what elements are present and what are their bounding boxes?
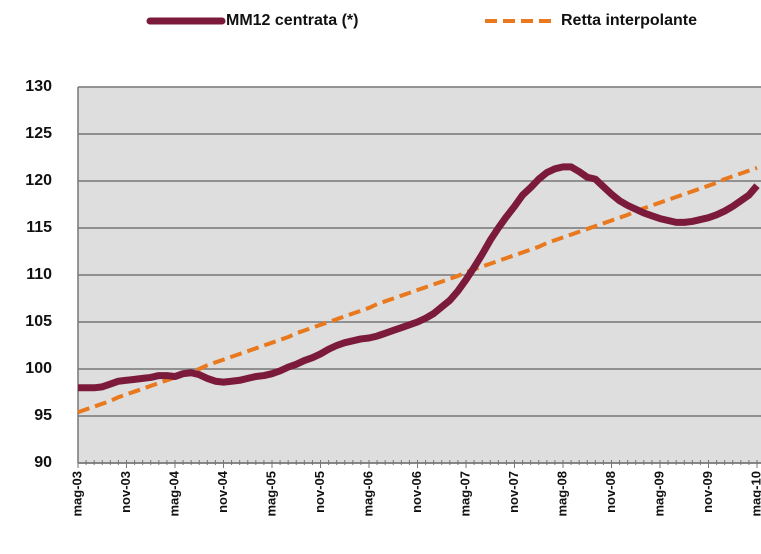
y-tick-label: 90 [34,454,52,471]
legend-label: Retta interpolante [561,12,697,29]
y-tick-label: 110 [26,266,52,283]
x-tick-label: nov-05 [312,471,327,513]
x-tick-label: nov-03 [118,471,133,513]
x-tick-label: mag-09 [651,471,666,517]
y-tick-label: 130 [25,78,52,95]
legend-label: MM12 centrata (*) [226,12,358,29]
x-tick-label: nov-09 [700,471,715,513]
x-tick-label: mag-10 [748,471,761,517]
x-tick-label: mag-07 [457,471,472,517]
y-tick-label: 105 [25,313,52,330]
y-tick-label: 125 [25,125,52,142]
data-line [77,165,758,415]
x-tick-label: nov-04 [215,470,230,513]
x-tick-label: mag-05 [263,471,278,517]
y-tick-label: 100 [25,360,52,377]
x-tick-label: mag-03 [69,471,84,517]
x-tick-label: nov-08 [603,471,618,513]
y-tick-label: 95 [34,407,52,424]
x-tick-label: nov-07 [506,471,521,513]
y-tick-label: 120 [25,172,52,189]
x-tick-label: mag-04 [166,470,181,516]
y-tick-label: 115 [26,219,52,236]
data-line [78,163,760,392]
x-tick-label: mag-08 [554,471,569,517]
x-tick-label: nov-06 [409,471,424,513]
x-tick-label: mag-06 [360,471,375,517]
